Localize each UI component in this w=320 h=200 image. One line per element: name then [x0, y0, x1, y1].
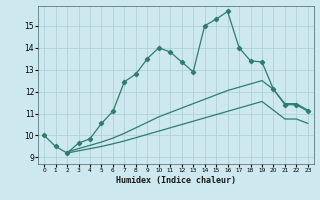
X-axis label: Humidex (Indice chaleur): Humidex (Indice chaleur) [116, 176, 236, 185]
